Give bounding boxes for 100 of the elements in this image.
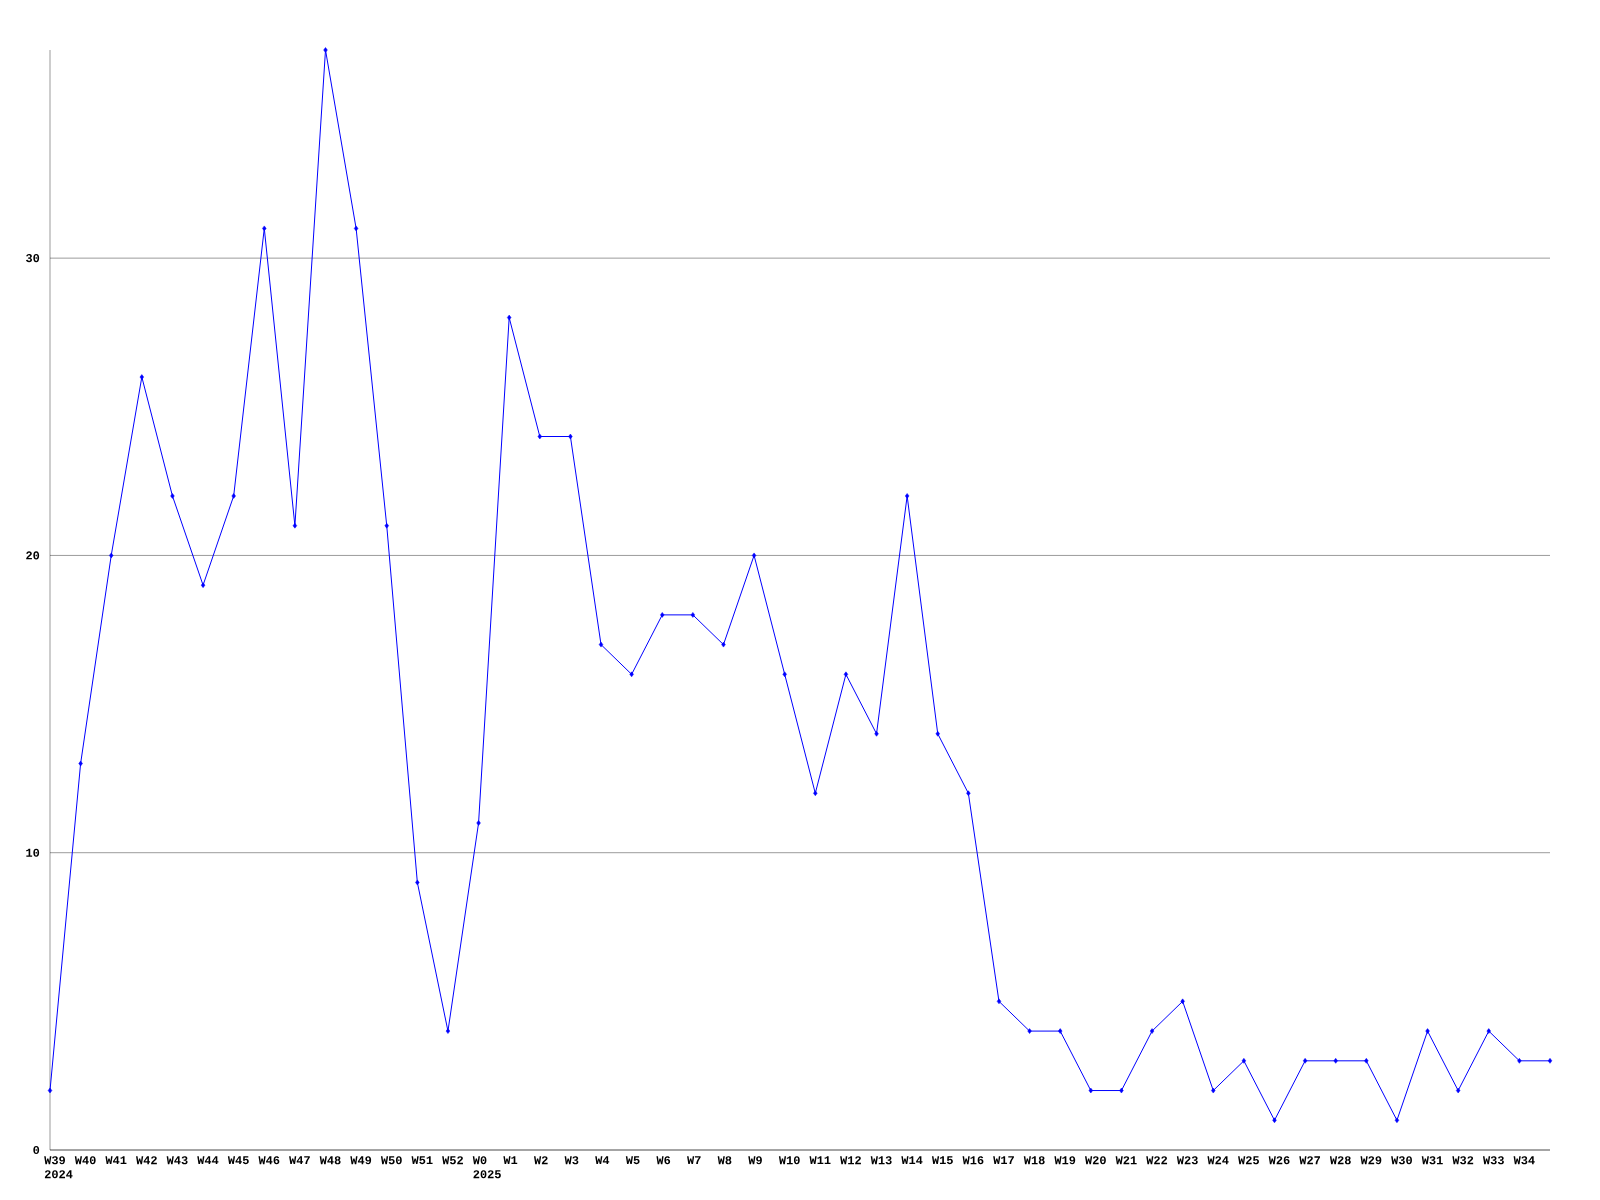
point xyxy=(78,760,83,767)
point xyxy=(323,47,328,53)
x-tick-label: W23 xyxy=(1176,1156,1198,1165)
y-tick-label: 10 xyxy=(26,848,40,857)
point xyxy=(537,433,542,440)
x-tick-label: W17 xyxy=(993,1156,1014,1165)
point xyxy=(507,314,512,321)
point xyxy=(415,879,420,886)
x-tick-label: W39 2024 xyxy=(44,1156,73,1179)
x-tick-label: W20 xyxy=(1085,1156,1106,1165)
x-tick-label: W19 xyxy=(1054,1156,1076,1165)
x-tick-label: W41 xyxy=(105,1156,127,1165)
point xyxy=(1517,1058,1522,1064)
x-tick-label: W0 2025 xyxy=(472,1156,501,1179)
x-tick-label: W3 xyxy=(564,1156,579,1165)
x-tick-label: W9 xyxy=(748,1156,762,1165)
x-tick-label: W8 xyxy=(717,1156,732,1165)
point xyxy=(1486,1028,1491,1034)
point xyxy=(660,612,665,618)
point xyxy=(874,731,879,737)
y-tick-label: 20 xyxy=(26,551,40,560)
x-tick-label: W11 xyxy=(809,1156,831,1165)
point xyxy=(568,433,573,440)
point xyxy=(292,522,298,529)
point xyxy=(1211,1087,1216,1094)
x-tick-label: W29 xyxy=(1360,1156,1382,1165)
point xyxy=(598,641,604,648)
point xyxy=(109,552,114,559)
x-tick-label: W52 xyxy=(442,1156,463,1165)
point xyxy=(721,641,726,648)
x-tick-label: W47 xyxy=(289,1156,310,1165)
point xyxy=(384,522,389,529)
x-tick-label: W2 xyxy=(533,1156,548,1165)
point xyxy=(1456,1087,1461,1094)
x-tick-label: W18 xyxy=(1023,1156,1045,1165)
point xyxy=(813,790,818,796)
x-tick-label: W21 xyxy=(1115,1156,1137,1165)
point xyxy=(1302,1058,1308,1064)
point xyxy=(935,731,940,737)
point xyxy=(1149,1028,1155,1034)
x-tick-label: W14 xyxy=(901,1156,923,1165)
point xyxy=(200,582,206,588)
point xyxy=(1394,1117,1400,1124)
point xyxy=(782,671,787,678)
point xyxy=(905,493,910,499)
point xyxy=(996,998,1002,1005)
point xyxy=(1241,1058,1246,1064)
x-tick-label: W42 xyxy=(136,1156,157,1165)
x-tick-label: W45 xyxy=(227,1156,249,1165)
x-tick-label: W31 xyxy=(1421,1156,1443,1165)
point xyxy=(1425,1028,1430,1034)
x-tick-label: W1 xyxy=(503,1156,518,1165)
x-tick-label: W27 xyxy=(1299,1156,1321,1165)
point xyxy=(1364,1058,1369,1064)
x-tick-label: W24 xyxy=(1207,1156,1229,1165)
x-tick-label: W50 xyxy=(380,1156,402,1165)
x-tick-label: W49 xyxy=(350,1156,372,1165)
x-tick-label: W12 xyxy=(840,1156,861,1165)
x-tick-label: W51 xyxy=(411,1156,433,1165)
x-tick-label: W15 xyxy=(931,1156,953,1165)
x-tick-label: W44 xyxy=(197,1156,219,1165)
x-tick-label: W48 xyxy=(319,1156,341,1165)
point xyxy=(445,1028,451,1034)
x-tick-label: W40 xyxy=(74,1156,96,1165)
point xyxy=(1547,1058,1553,1064)
x-tick-label: W5 xyxy=(625,1156,640,1165)
x-tick-label: W43 xyxy=(166,1156,188,1165)
point xyxy=(1180,998,1185,1005)
x-tick-label: W46 xyxy=(258,1156,280,1165)
point xyxy=(231,493,236,499)
point xyxy=(690,612,695,618)
point xyxy=(170,493,175,499)
point xyxy=(966,790,971,796)
y-tick-label: 0 xyxy=(33,1145,40,1155)
point xyxy=(1333,1058,1338,1064)
x-tick-label: W26 xyxy=(1268,1156,1290,1165)
x-tick-label: W28 xyxy=(1329,1156,1351,1165)
x-tick-label: W30 xyxy=(1391,1156,1412,1165)
point xyxy=(1058,1028,1063,1034)
point xyxy=(1027,1028,1032,1034)
x-tick-label: W34 xyxy=(1513,1156,1535,1165)
x-tick-label: W4 xyxy=(595,1156,610,1165)
x-tick-label: W10 xyxy=(778,1156,800,1165)
x-tick-label: W32 xyxy=(1452,1156,1474,1165)
point xyxy=(47,1087,53,1094)
point xyxy=(629,671,634,678)
point xyxy=(843,671,849,678)
x-tick-label: W22 xyxy=(1146,1156,1168,1165)
point xyxy=(751,552,757,559)
point xyxy=(476,820,481,826)
point xyxy=(354,225,359,232)
point xyxy=(1119,1087,1124,1094)
point xyxy=(262,225,267,232)
point xyxy=(139,374,144,380)
x-tick-label: W33 xyxy=(1482,1156,1504,1165)
x-tick-label: W16 xyxy=(962,1156,984,1165)
y-tick-label: 30 xyxy=(26,254,40,263)
x-tick-label: W6 xyxy=(656,1156,671,1165)
x-tick-label: W13 xyxy=(870,1156,892,1165)
point xyxy=(1088,1087,1093,1094)
